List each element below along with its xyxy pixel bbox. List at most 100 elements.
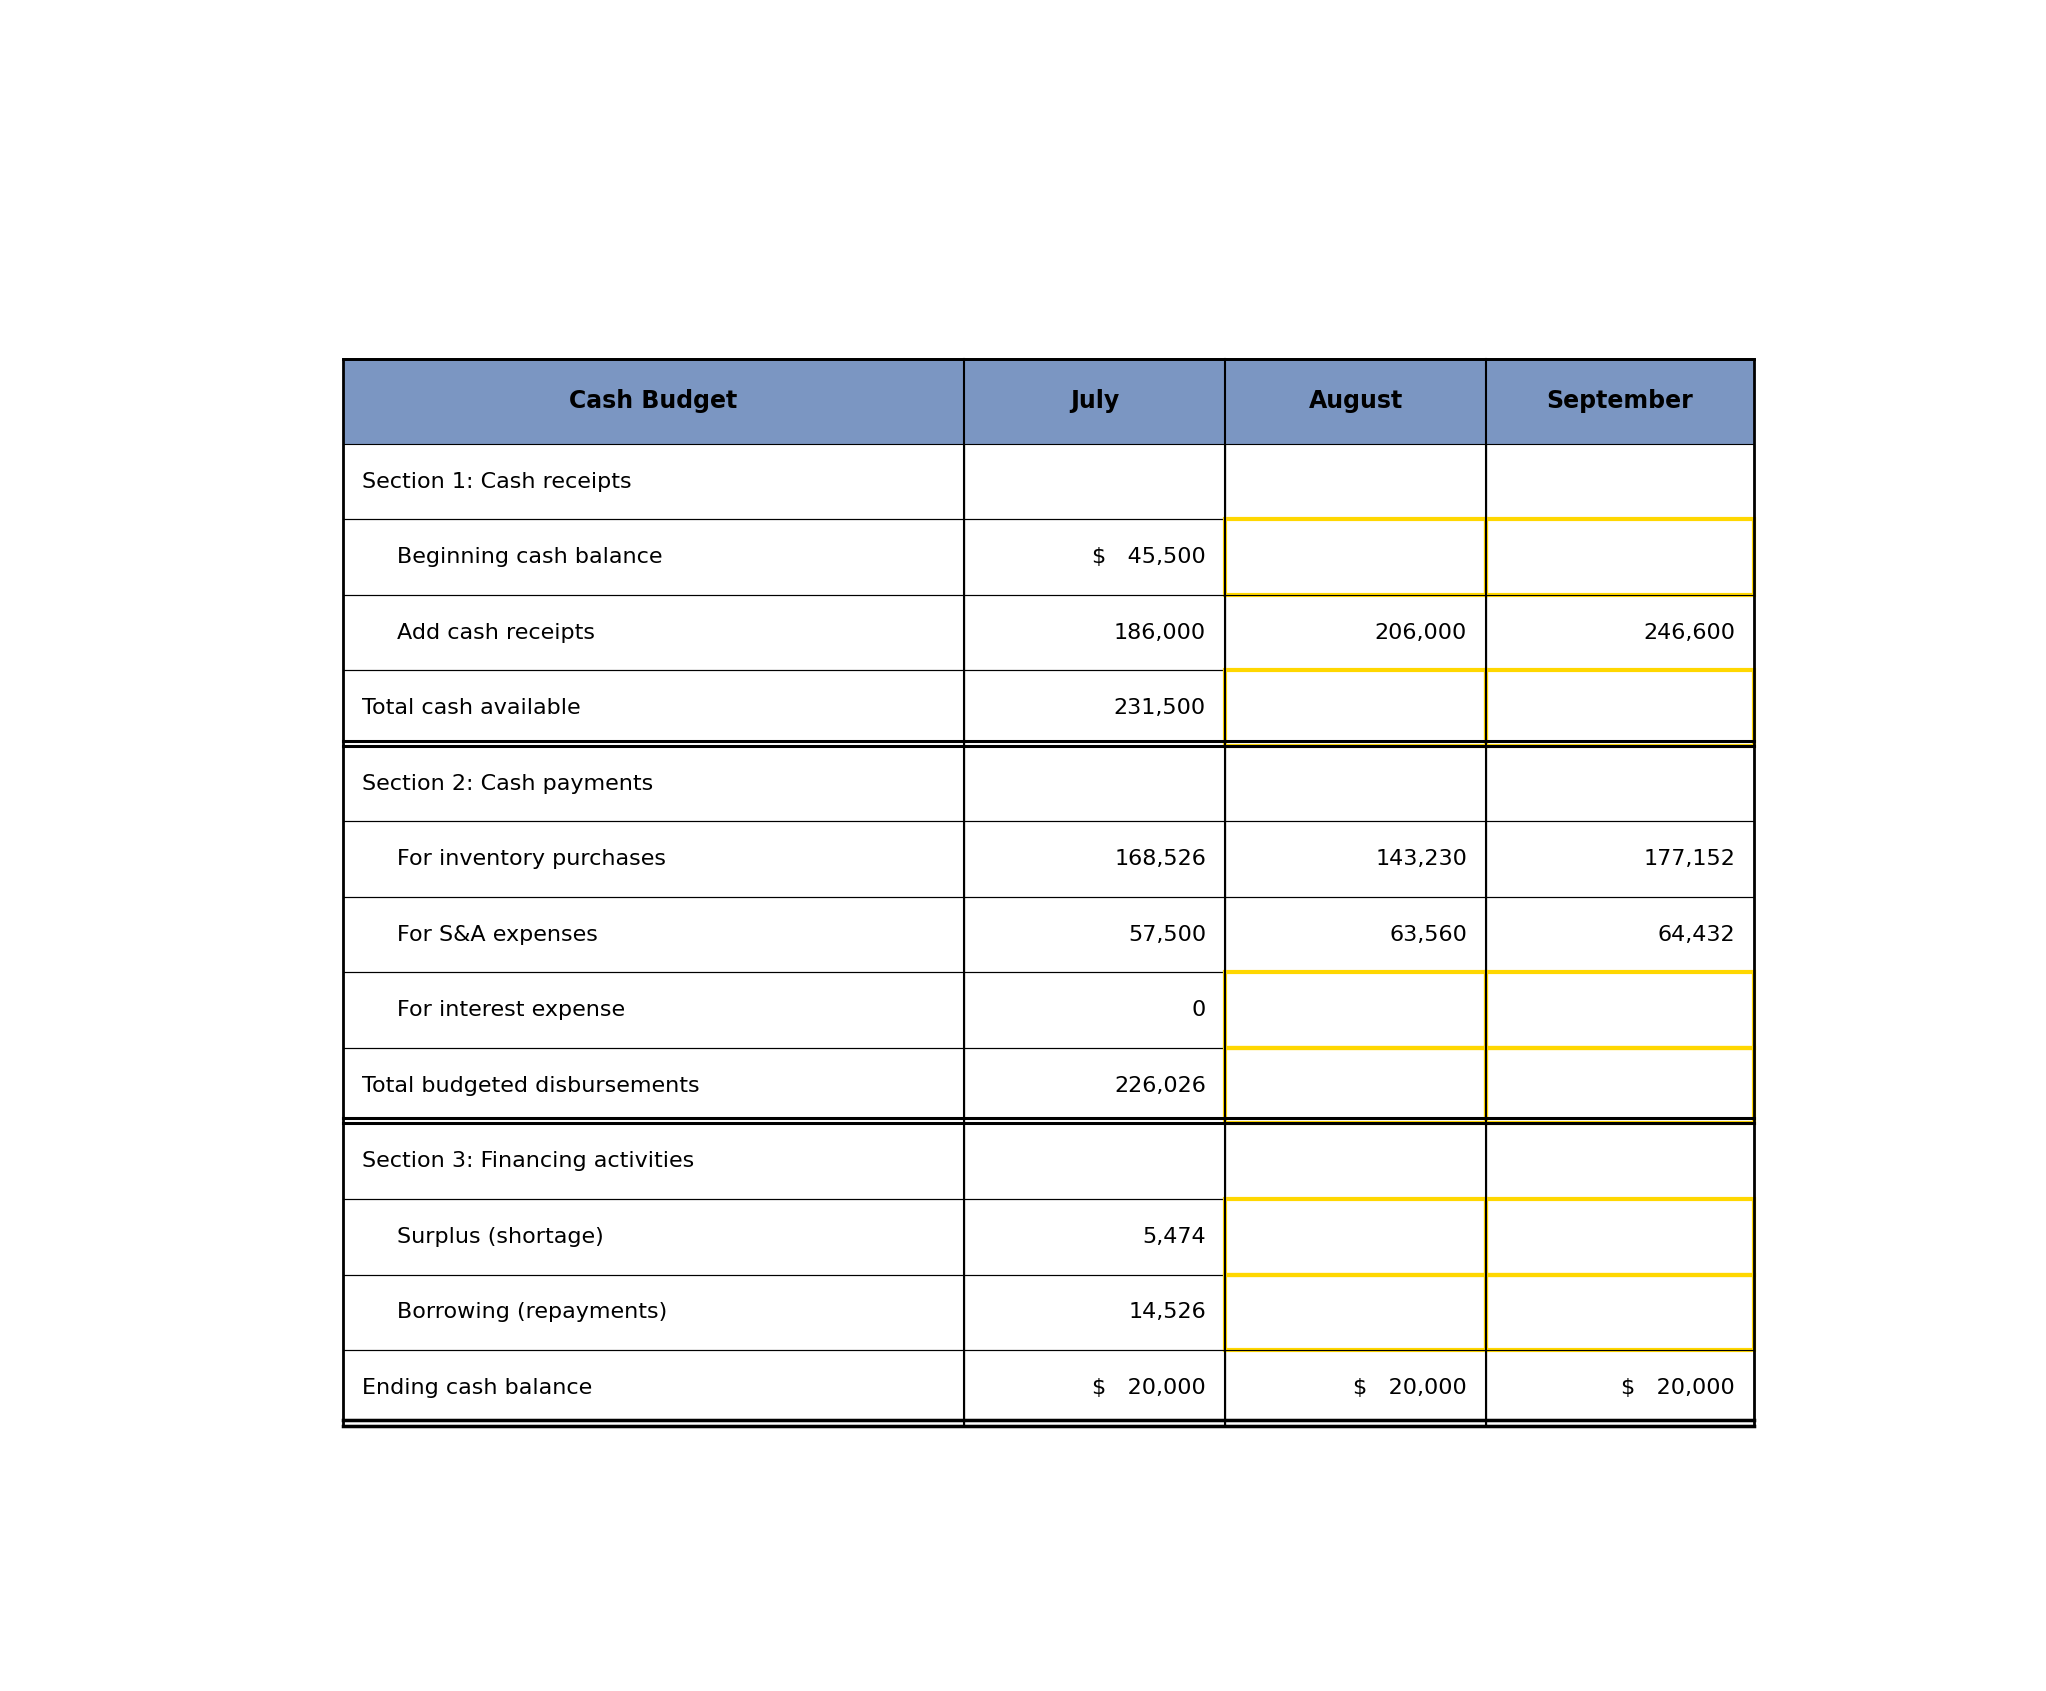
Bar: [1485, 519, 1753, 595]
Text: 143,230: 143,230: [1375, 849, 1467, 869]
Bar: [344, 746, 964, 822]
Bar: [1226, 1123, 1485, 1199]
Bar: [344, 822, 964, 896]
Bar: [964, 1275, 1226, 1349]
Text: 177,152: 177,152: [1643, 849, 1735, 869]
Text: 231,500: 231,500: [1113, 698, 1205, 719]
Text: Cash Budget: Cash Budget: [569, 389, 737, 414]
Bar: [964, 746, 1226, 822]
Bar: [1226, 358, 1485, 443]
Bar: [1485, 896, 1753, 972]
Bar: [1485, 1048, 1753, 1123]
Bar: [344, 746, 964, 822]
Text: 63,560: 63,560: [1389, 925, 1467, 945]
Bar: [1485, 519, 1753, 595]
Text: 246,600: 246,600: [1643, 622, 1735, 643]
Bar: [1485, 1275, 1753, 1349]
Text: 168,526: 168,526: [1115, 849, 1205, 869]
Text: Total budgeted disbursements: Total budgeted disbursements: [362, 1075, 700, 1096]
Text: 57,500: 57,500: [1127, 925, 1205, 945]
Bar: [1485, 1199, 1753, 1275]
Bar: [344, 972, 964, 1048]
Bar: [344, 1275, 964, 1349]
Text: Total cash available: Total cash available: [362, 698, 581, 719]
Text: 64,432: 64,432: [1657, 925, 1735, 945]
Bar: [1226, 1199, 1485, 1275]
Bar: [1485, 972, 1753, 1048]
Bar: [964, 1048, 1226, 1123]
Bar: [1485, 972, 1753, 1048]
Bar: [344, 358, 964, 443]
Text: 226,026: 226,026: [1115, 1075, 1205, 1096]
Bar: [1485, 1123, 1753, 1199]
Bar: [1226, 1048, 1485, 1123]
Text: 14,526: 14,526: [1127, 1302, 1205, 1322]
Bar: [1485, 1199, 1753, 1275]
Bar: [344, 595, 964, 670]
Bar: [1226, 519, 1485, 595]
Bar: [1485, 595, 1753, 670]
Bar: [1226, 1048, 1485, 1123]
Bar: [344, 1123, 964, 1199]
Text: July: July: [1070, 389, 1119, 414]
Bar: [964, 896, 1226, 972]
Bar: [344, 519, 964, 595]
Bar: [964, 670, 1226, 746]
Bar: [344, 1349, 964, 1426]
Bar: [1226, 519, 1485, 595]
Bar: [344, 896, 964, 972]
Bar: [964, 746, 1226, 822]
Text: Beginning cash balance: Beginning cash balance: [397, 548, 663, 566]
Bar: [344, 896, 964, 972]
Bar: [344, 670, 964, 746]
Bar: [1485, 1275, 1753, 1349]
Text: Section 2: Cash payments: Section 2: Cash payments: [362, 774, 653, 793]
Text: For S&A expenses: For S&A expenses: [397, 925, 597, 945]
Bar: [1485, 972, 1753, 1048]
Text: 5,474: 5,474: [1142, 1226, 1205, 1246]
Bar: [1226, 670, 1485, 746]
Bar: [1226, 1199, 1485, 1275]
Bar: [1226, 1275, 1485, 1349]
Text: 0: 0: [1191, 999, 1205, 1020]
Bar: [964, 443, 1226, 519]
Bar: [344, 1199, 964, 1275]
Bar: [344, 972, 964, 1048]
Bar: [964, 1123, 1226, 1199]
Bar: [1485, 1349, 1753, 1426]
Bar: [1226, 670, 1485, 746]
Bar: [1485, 670, 1753, 746]
Text: $   20,000: $ 20,000: [1620, 1378, 1735, 1398]
Bar: [344, 443, 964, 519]
Bar: [344, 670, 964, 746]
Bar: [964, 822, 1226, 896]
Text: Section 3: Financing activities: Section 3: Financing activities: [362, 1152, 694, 1172]
Bar: [964, 1199, 1226, 1275]
Bar: [964, 595, 1226, 670]
Bar: [1226, 1275, 1485, 1349]
Bar: [1226, 972, 1485, 1048]
Bar: [1226, 443, 1485, 519]
Bar: [1485, 822, 1753, 896]
Bar: [964, 972, 1226, 1048]
Bar: [1485, 896, 1753, 972]
Bar: [1226, 1199, 1485, 1275]
Bar: [1226, 972, 1485, 1048]
Bar: [964, 358, 1226, 443]
Text: For inventory purchases: For inventory purchases: [397, 849, 665, 869]
Bar: [1485, 1199, 1753, 1275]
Bar: [964, 519, 1226, 595]
Bar: [1226, 1123, 1485, 1199]
Bar: [964, 670, 1226, 746]
Bar: [344, 358, 1753, 1426]
Text: August: August: [1307, 389, 1404, 414]
Text: Add cash receipts: Add cash receipts: [397, 622, 595, 643]
Bar: [344, 443, 964, 519]
Bar: [964, 972, 1226, 1048]
Bar: [964, 519, 1226, 595]
Bar: [1226, 670, 1485, 746]
Bar: [964, 1199, 1226, 1275]
Bar: [1485, 358, 1753, 443]
Bar: [964, 1048, 1226, 1123]
Bar: [1226, 1349, 1485, 1426]
